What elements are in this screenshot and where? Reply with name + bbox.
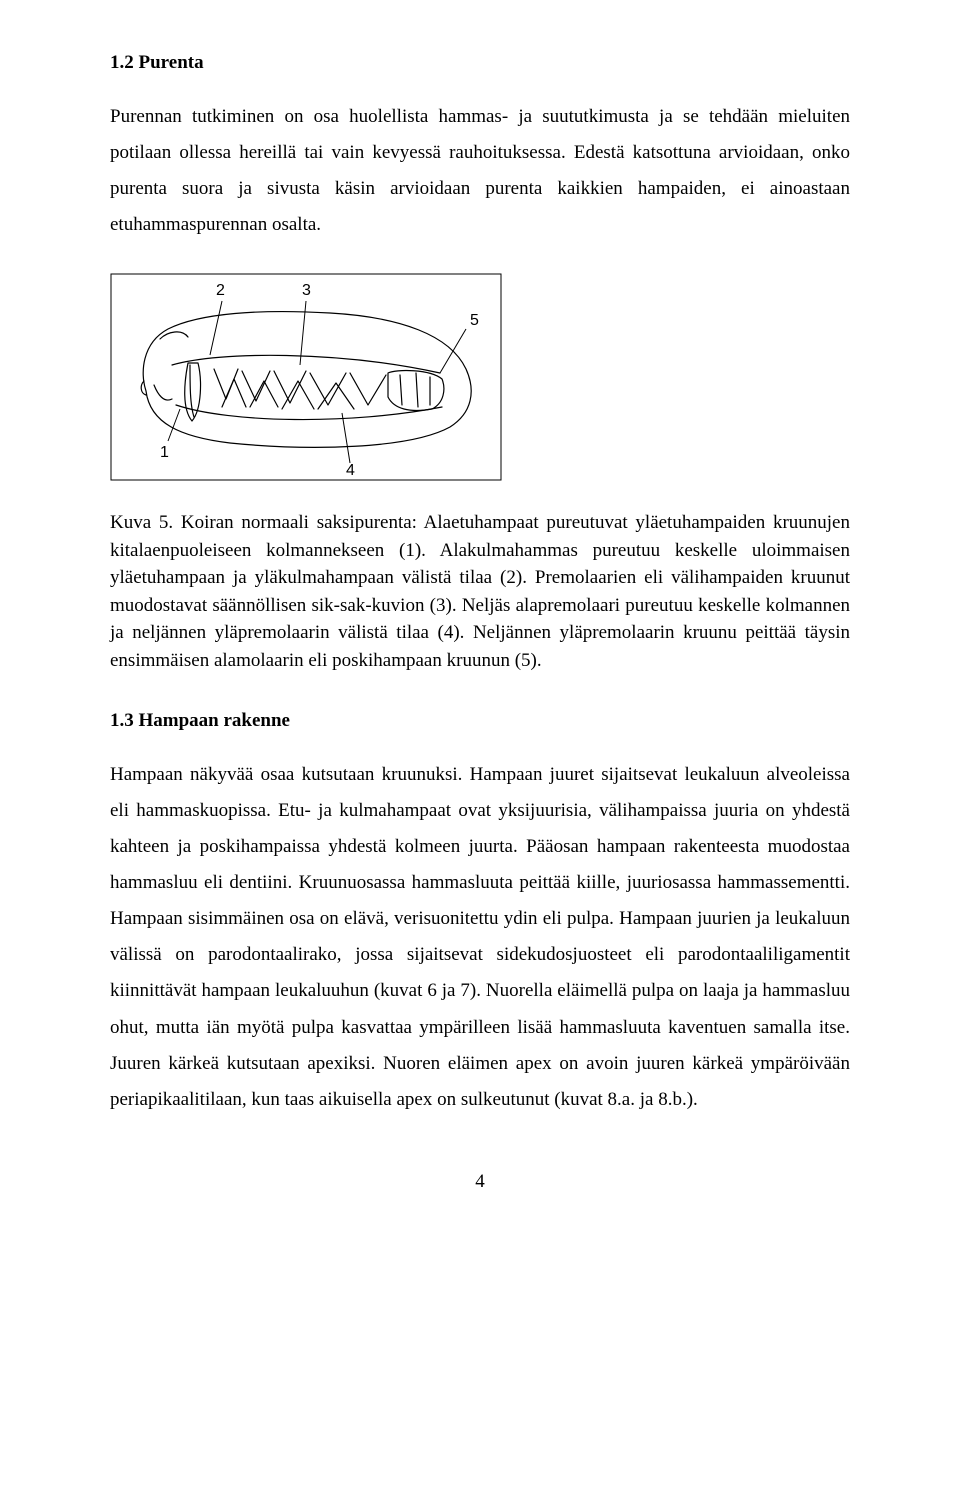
section-1-2-paragraph: Purennan tutkiminen on osa huolellista h…	[110, 99, 850, 243]
figure-5-svg: 1 2 3 4 5	[110, 273, 502, 481]
page-number: 4	[110, 1164, 850, 1220]
figure-label-1: 1	[160, 444, 169, 461]
document-page: 1.2 Purenta Purennan tutkiminen on osa h…	[0, 0, 960, 1504]
figure-5-caption: Kuva 5. Koiran normaali saksipurenta: Al…	[110, 509, 850, 674]
figure-label-2: 2	[216, 282, 225, 299]
section-1-3-title: 1.3 Hampaan rakenne	[110, 708, 850, 735]
figure-label-3: 3	[302, 282, 311, 299]
figure-5: 1 2 3 4 5	[110, 273, 850, 481]
section-1-3-paragraph: Hampaan näkyvää osaa kutsutaan kruunuksi…	[110, 757, 850, 1118]
section-1-2-title: 1.2 Purenta	[110, 50, 850, 77]
figure-label-4: 4	[346, 462, 355, 479]
figure-label-5: 5	[470, 312, 479, 329]
